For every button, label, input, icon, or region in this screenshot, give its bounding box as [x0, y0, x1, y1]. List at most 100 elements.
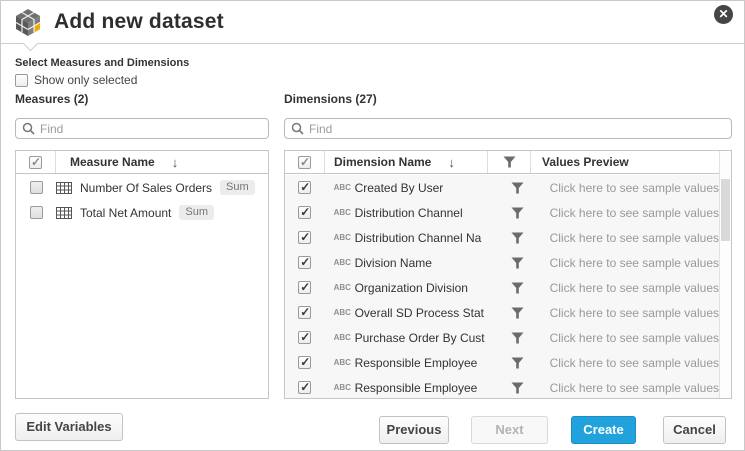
dimensions-panel-label: Dimensions (27)	[284, 92, 377, 106]
dimension-name: Responsible Employee	[354, 380, 478, 395]
dimension-row-checkbox[interactable]	[285, 375, 325, 398]
dimension-filter-button[interactable]	[496, 382, 539, 394]
checkbox-checked[interactable]	[298, 180, 312, 194]
dimension-filter-button[interactable]	[496, 357, 539, 369]
measure-row[interactable]: Number Of Sales Orders Sum	[16, 175, 268, 200]
dimension-row-checkbox[interactable]	[285, 350, 325, 375]
filter-funnel-icon	[511, 357, 524, 368]
text-type-icon: ABC	[333, 208, 351, 217]
checkbox-checked[interactable]	[298, 330, 312, 344]
dataset-cube-icon	[15, 9, 41, 36]
aggregation-badge[interactable]: Sum	[220, 180, 255, 195]
dimension-filter-button[interactable]	[496, 182, 539, 194]
show-only-selected-checkbox[interactable]: Show only selected	[15, 73, 137, 87]
create-button[interactable]: Create	[571, 416, 636, 444]
values-preview-link[interactable]: Click here to see sample values	[549, 380, 719, 395]
measures-find-input[interactable]	[40, 121, 262, 136]
filter-column-header[interactable]	[488, 151, 531, 173]
dimension-row-checkbox[interactable]	[285, 325, 325, 350]
filter-funnel-icon	[511, 257, 524, 268]
dimension-name: Created By User	[354, 180, 444, 195]
dimension-filter-button[interactable]	[496, 332, 539, 344]
measures-name-column-header[interactable]: Measure Name	[70, 155, 155, 169]
values-preview-link[interactable]: Click here to see sample values	[549, 180, 719, 195]
previous-button[interactable]: Previous	[379, 416, 449, 444]
text-type-icon: ABC	[333, 233, 351, 242]
dimension-row-checkbox[interactable]	[285, 300, 325, 325]
dimension-row-checkbox[interactable]	[285, 250, 325, 275]
text-type-icon: ABC	[333, 383, 351, 392]
section-heading: Select Measures and Dimensions	[15, 57, 190, 69]
dimension-name: Division Name	[354, 255, 432, 270]
dimension-row[interactable]: ABC Purchase Order By Cust Click here to…	[285, 325, 719, 350]
dimension-row-checkbox[interactable]	[285, 225, 325, 250]
dimension-filter-button[interactable]	[496, 232, 539, 244]
checkbox-checked[interactable]	[298, 355, 312, 369]
filter-funnel-icon	[511, 232, 524, 243]
dimension-row-checkbox[interactable]	[285, 175, 325, 200]
dimension-name: Purchase Order By Cust	[354, 330, 485, 345]
values-preview-link[interactable]: Click here to see sample values	[549, 280, 719, 295]
values-preview-link[interactable]: Click here to see sample values	[549, 230, 719, 245]
close-icon[interactable]: ✕	[714, 5, 733, 24]
edit-variables-button[interactable]: Edit Variables	[15, 413, 123, 441]
text-type-icon: ABC	[333, 183, 351, 192]
dimension-name: Overall SD Process Stat	[354, 305, 484, 320]
values-preview-link[interactable]: Click here to see sample values	[549, 205, 719, 220]
dimension-name: Organization Division	[354, 280, 468, 295]
sort-desc-icon[interactable]: ↓	[171, 154, 179, 170]
dimension-row[interactable]: ABC Distribution Channel Na Click here t…	[285, 225, 719, 250]
dimensions-table: Dimension Name ↓ Values Preview ABC Crea…	[284, 150, 732, 399]
values-preview-link[interactable]: Click here to see sample values	[549, 330, 719, 345]
next-button[interactable]: Next	[471, 416, 548, 444]
dimension-row[interactable]: ABC Division Name Click here to see samp…	[285, 250, 719, 275]
dimension-name: Responsible Employee	[354, 355, 478, 370]
text-type-icon: ABC	[333, 283, 351, 292]
measures-select-all[interactable]	[16, 151, 56, 173]
aggregation-badge[interactable]: Sum	[179, 205, 215, 220]
dimension-filter-button[interactable]	[496, 307, 539, 319]
values-preview-link[interactable]: Click here to see sample values	[549, 355, 719, 370]
checkbox-partial[interactable]	[298, 155, 311, 169]
scrollbar-thumb[interactable]	[721, 179, 730, 241]
measures-table: Measure Name ↓ Number Of Sales Orders Su…	[15, 150, 269, 399]
dimensions-scrollbar[interactable]	[719, 151, 731, 398]
search-icon	[22, 122, 35, 135]
values-preview-link[interactable]: Click here to see sample values	[549, 305, 719, 320]
checkbox-checked[interactable]	[298, 380, 312, 394]
dialog-header: Add new dataset ✕	[1, 1, 744, 44]
checkbox-checked[interactable]	[298, 305, 312, 319]
measure-row-checkbox[interactable]	[16, 200, 56, 225]
dimension-row[interactable]: ABC Distribution Channel Click here to s…	[285, 200, 719, 225]
checkbox-checked[interactable]	[298, 280, 312, 294]
text-type-icon: ABC	[333, 308, 351, 317]
dimension-filter-button[interactable]	[496, 207, 539, 219]
dimension-row-checkbox[interactable]	[285, 275, 325, 300]
dimension-row[interactable]: ABC Overall SD Process Stat Click here t…	[285, 300, 719, 325]
dimension-row-checkbox[interactable]	[285, 200, 325, 225]
checkbox-checked[interactable]	[298, 230, 312, 244]
dimension-filter-button[interactable]	[496, 257, 539, 269]
measure-row-checkbox[interactable]	[16, 175, 56, 200]
checkbox-unchecked[interactable]	[15, 73, 28, 87]
dimensions-find-input[interactable]	[309, 121, 725, 136]
values-preview-column-header: Values Preview	[542, 155, 629, 169]
values-preview-link[interactable]: Click here to see sample values	[549, 255, 719, 270]
filter-funnel-icon	[511, 207, 524, 218]
dimension-row[interactable]: ABC Created By User Click here to see sa…	[285, 175, 719, 200]
checkbox-checked[interactable]	[298, 205, 312, 219]
cancel-button[interactable]: Cancel	[663, 416, 726, 444]
sort-desc-icon[interactable]: ↓	[448, 154, 455, 170]
dimension-row[interactable]: ABC Responsible Employee Click here to s…	[285, 375, 719, 398]
dimension-row[interactable]: ABC Organization Division Click here to …	[285, 275, 719, 300]
dimensions-select-all[interactable]	[285, 151, 325, 173]
dimension-row[interactable]: ABC Responsible Employee Click here to s…	[285, 350, 719, 375]
dimensions-name-column-header[interactable]: Dimension Name	[334, 155, 432, 169]
checkbox-unchecked[interactable]	[29, 181, 43, 194]
checkbox-checked[interactable]	[298, 255, 312, 269]
filter-funnel-icon	[503, 156, 515, 168]
checkbox-partial[interactable]	[29, 155, 42, 169]
measure-row[interactable]: Total Net Amount Sum	[16, 200, 268, 225]
checkbox-unchecked[interactable]	[29, 206, 43, 219]
dimension-filter-button[interactable]	[496, 282, 539, 294]
